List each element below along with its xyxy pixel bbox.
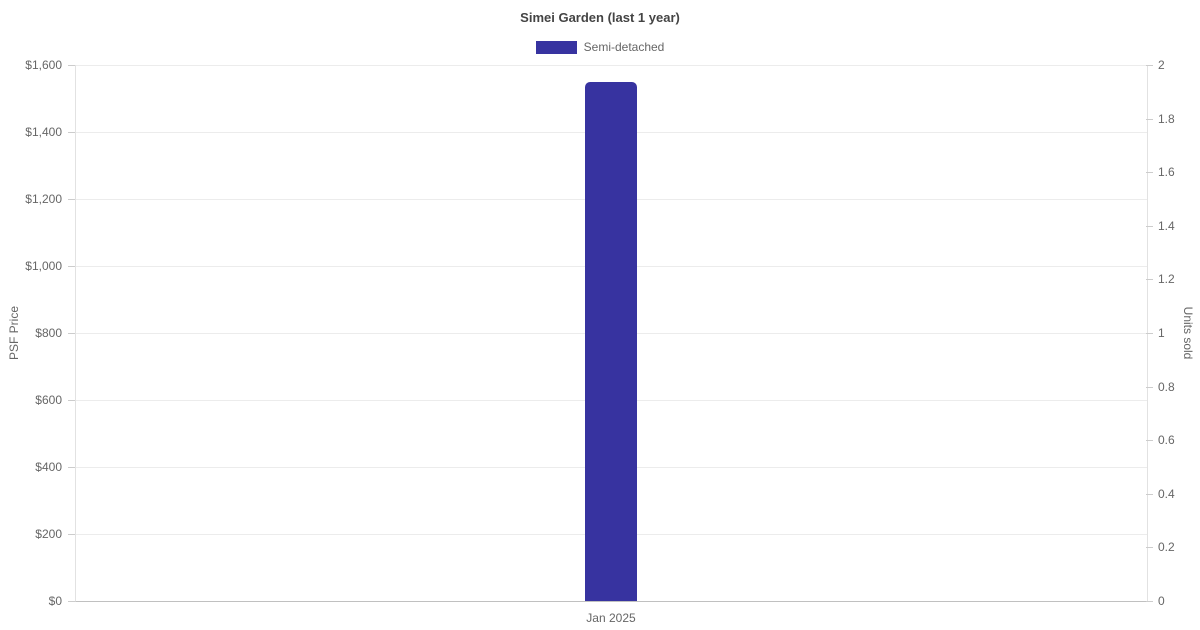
bar-semi-detached[interactable] [585, 82, 637, 601]
right-axis-tick: 1 [1146, 325, 1200, 341]
right-axis-tick: 0.2 [1146, 539, 1200, 555]
right-axis-tick: 1.6 [1146, 164, 1200, 180]
right-axis-tick: 0.6 [1146, 432, 1200, 448]
right-axis-title: Units sold [1181, 306, 1195, 360]
right-axis-tick: 1.2 [1146, 271, 1200, 287]
left-axis-tick: $0 [0, 593, 75, 609]
right-axis-tick: 0.4 [1146, 486, 1200, 502]
right-axis-tick: 1.4 [1146, 218, 1200, 234]
legend-item-semi-detached[interactable]: Semi-detached [535, 40, 665, 54]
right-axis-tick: 2 [1146, 57, 1200, 73]
left-axis-tick: $400 [0, 459, 75, 475]
left-axis-tick: $800 [0, 325, 75, 341]
left-axis-tick: $1,200 [0, 191, 75, 207]
left-axis-tick: $1,000 [0, 258, 75, 274]
chart-title: Simei Garden (last 1 year) [520, 10, 680, 25]
left-axis-tick: $1,400 [0, 124, 75, 140]
legend-item-label: Semi-detached [583, 40, 665, 54]
x-axis-tick: Jan 2025 [586, 611, 636, 625]
left-axis-tick: $1,600 [0, 57, 75, 73]
legend-swatch [535, 40, 577, 54]
left-axis-title: PSF Price [7, 305, 21, 361]
left-axis-tick: $200 [0, 526, 75, 542]
left-axis-tick: $600 [0, 392, 75, 408]
right-axis-tick: 1.8 [1146, 111, 1200, 127]
right-axis-tick: 0 [1146, 593, 1200, 609]
legend: Semi-detached [0, 40, 1200, 54]
right-axis-tick: 0.8 [1146, 379, 1200, 395]
